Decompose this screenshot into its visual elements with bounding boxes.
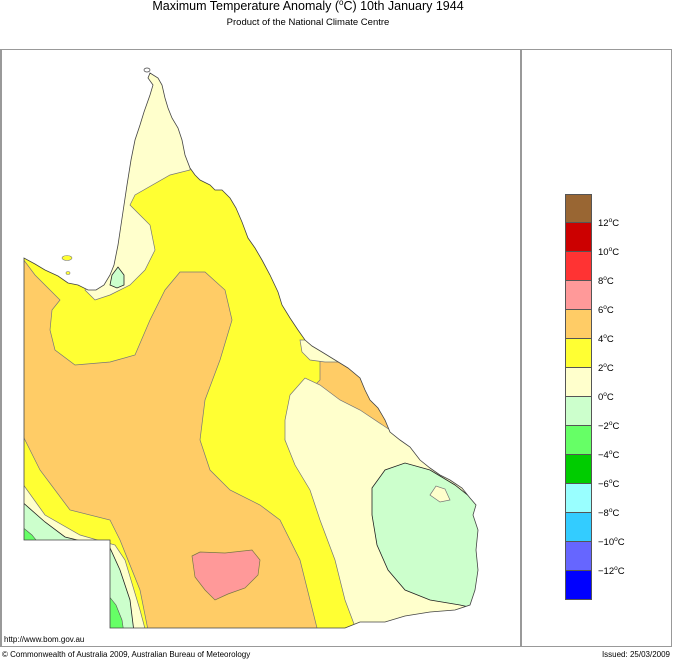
legend-label: 4oC [598,333,614,346]
issued-date: Issued: 25/03/2009 [601,650,670,659]
bom-url-link[interactable]: http://www.bom.gov.au [4,635,85,644]
legend-swatch [565,426,592,455]
legend-swatch [565,484,592,513]
legend-swatch [565,281,592,310]
legend-divider [520,49,522,647]
map-frame [0,49,672,647]
legend-label: −10oC [598,536,625,549]
legend-label: −8oC [598,507,620,520]
island [143,67,151,73]
legend-swatch [565,571,592,600]
legend-label: 10oC [598,246,620,259]
copyright-notice: © Commonwealth of Australia 2009, Austra… [2,650,251,659]
legend-swatch [565,397,592,426]
legend-label: 12oC [598,217,620,230]
island [65,271,71,275]
legend-label: 8oC [598,275,614,288]
legend-swatch [565,310,592,339]
legend-swatch [565,368,592,397]
island [61,255,73,261]
legend-label: 6oC [598,304,614,317]
map-title: Maximum Temperature Anomaly (oC) 10th Ja… [8,0,608,13]
title-text: Maximum Temperature Anomaly ( [152,0,339,14]
legend-swatch [565,223,592,252]
title-date: C) 10th January 1944 [343,0,464,14]
legend-label: 2oC [598,362,614,375]
legend-label: 0oC [598,391,614,404]
legend-swatch [565,513,592,542]
legend-swatch [565,252,592,281]
degree-sup: o [338,0,344,7]
legend-swatch [565,542,592,571]
legend-label: −6oC [598,478,620,491]
legend-swatch [565,339,592,368]
legend-label: −4oC [598,449,620,462]
legend-swatch [565,455,592,484]
coastline [23,72,479,629]
legend-swatch [565,194,592,223]
map-subtitle: Product of the National Climate Centre [226,17,390,28]
legend-label: −12oC [598,565,625,578]
legend-label: −2oC [598,420,620,433]
sw-cutout [24,541,109,631]
